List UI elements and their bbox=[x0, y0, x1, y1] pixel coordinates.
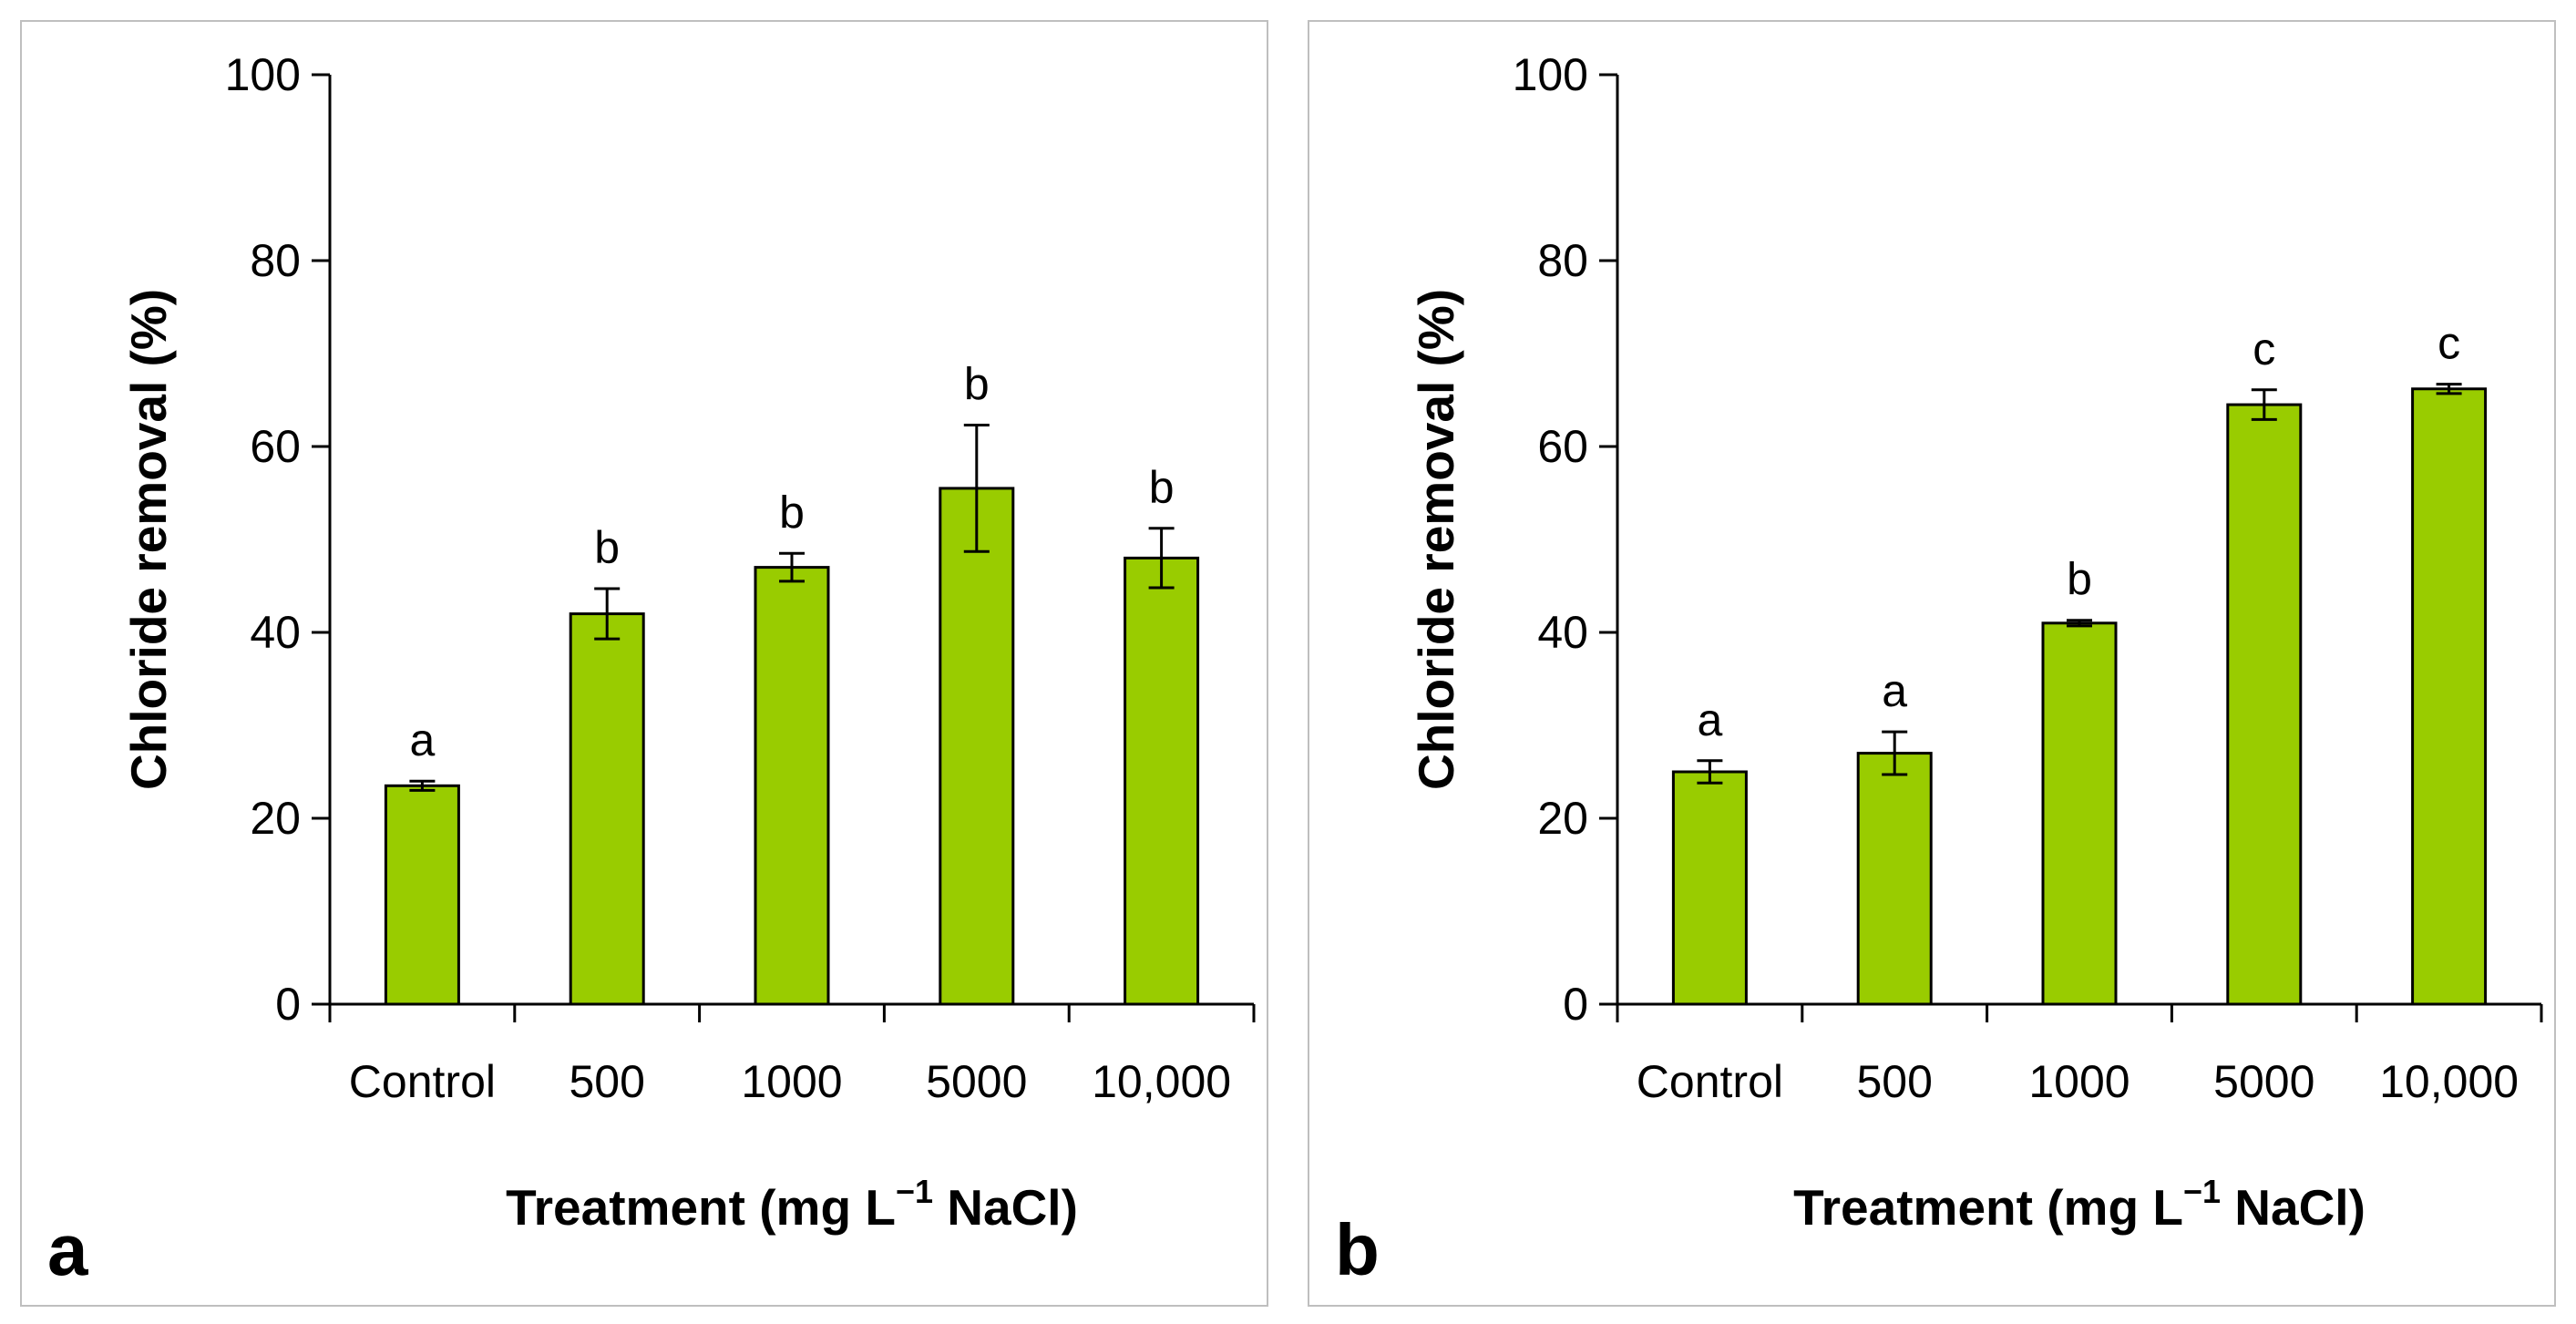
chart-b-plot: 0 20 40 60 80 100 a Control a 500 b 1000 c 5000 c 10,00… bbox=[1335, 49, 2543, 1290]
y-tick-label: 60 bbox=[1537, 421, 1588, 472]
significance-label-4: c bbox=[2253, 323, 2275, 375]
significance-label-4: b bbox=[964, 359, 990, 410]
bar-1 bbox=[1671, 770, 1748, 1006]
bar-3 bbox=[2041, 621, 2118, 1006]
x-axis-title-superscript: −1 bbox=[2183, 1173, 2221, 1210]
y-tick-label: 20 bbox=[250, 793, 301, 844]
bar-5 bbox=[1124, 556, 1200, 1006]
chart-b-svg: 0 20 40 60 80 100 a Control a 500 b 1000 c 5000 c 10,00… bbox=[1335, 49, 2543, 1290]
x-category-label-5: 10,000 bbox=[2379, 1056, 2519, 1107]
panel-label: a bbox=[47, 1209, 88, 1290]
y-tick-label: 80 bbox=[250, 235, 301, 286]
significance-label-2: b bbox=[594, 522, 620, 573]
x-category-label-1: Control bbox=[1637, 1056, 1783, 1107]
x-category-label-1: Control bbox=[349, 1056, 496, 1107]
bar-3 bbox=[754, 566, 830, 1006]
y-tick-label: 100 bbox=[225, 49, 301, 100]
significance-label-1: a bbox=[1697, 694, 1722, 745]
x-category-label-2: 500 bbox=[569, 1056, 644, 1107]
x-axis-title-main: Treatment (mg L bbox=[1793, 1179, 2183, 1236]
x-category-label-4: 5000 bbox=[926, 1056, 1027, 1107]
y-tick-label: 40 bbox=[1537, 607, 1588, 658]
y-axis-title: Chloride removal (%) bbox=[120, 289, 177, 790]
y-tick-label: 20 bbox=[1537, 793, 1588, 844]
x-category-label-4: 5000 bbox=[2213, 1056, 2314, 1107]
significance-label-3: b bbox=[779, 487, 805, 538]
y-tick-label: 60 bbox=[250, 421, 301, 472]
x-category-label-5: 10,000 bbox=[1092, 1056, 1231, 1107]
bar-5 bbox=[2411, 387, 2488, 1006]
chart-panel-b: 0 20 40 60 80 100 a Control a 500 b 1000 c 5000 c 10,00… bbox=[1308, 20, 2556, 1307]
y-tick-label: 100 bbox=[1513, 49, 1588, 100]
x-axis-title-main: Treatment (mg L bbox=[506, 1179, 896, 1236]
y-axis-title: Chloride removal (%) bbox=[1408, 289, 1464, 790]
y-tick-label: 80 bbox=[1537, 235, 1588, 286]
chart-a-svg: 0 20 40 60 80 100 a Control b 500 b 1000 b 5000 b 10,00… bbox=[47, 49, 1256, 1290]
panel-label: b bbox=[1335, 1209, 1380, 1290]
significance-label-2: a bbox=[1882, 665, 1907, 716]
bar-4 bbox=[939, 487, 1015, 1006]
x-axis-title: Treatment (mg L−1 NaCl) bbox=[506, 1173, 1078, 1236]
y-tick-label: 0 bbox=[275, 979, 301, 1030]
x-axis-title: Treatment (mg L−1 NaCl) bbox=[1793, 1173, 2366, 1236]
chart-panel-a: 0 20 40 60 80 100 a Control b 500 b 1000 b 5000 b 10,00… bbox=[20, 20, 1268, 1307]
x-axis-title-end: NaCl) bbox=[2221, 1179, 2366, 1236]
y-tick-label: 40 bbox=[250, 607, 301, 658]
x-category-label-2: 500 bbox=[1856, 1056, 1932, 1107]
x-category-label-3: 1000 bbox=[741, 1056, 842, 1107]
significance-label-3: b bbox=[2067, 554, 2092, 605]
x-category-label-3: 1000 bbox=[2028, 1056, 2130, 1107]
x-axis-title-end: NaCl) bbox=[933, 1179, 1078, 1236]
y-tick-label: 0 bbox=[1563, 979, 1588, 1030]
chart-a-plot: 0 20 40 60 80 100 a Control b 500 b 1000 b 5000 b 10,00… bbox=[47, 49, 1256, 1290]
bar-2 bbox=[569, 612, 645, 1006]
bar-4 bbox=[2226, 403, 2303, 1006]
bar-1 bbox=[384, 784, 460, 1006]
x-axis-title-superscript: −1 bbox=[896, 1173, 933, 1210]
significance-label-5: c bbox=[2437, 318, 2460, 369]
significance-label-5: b bbox=[1149, 462, 1175, 513]
significance-label-1: a bbox=[409, 714, 435, 765]
bar-2 bbox=[1856, 752, 1933, 1006]
